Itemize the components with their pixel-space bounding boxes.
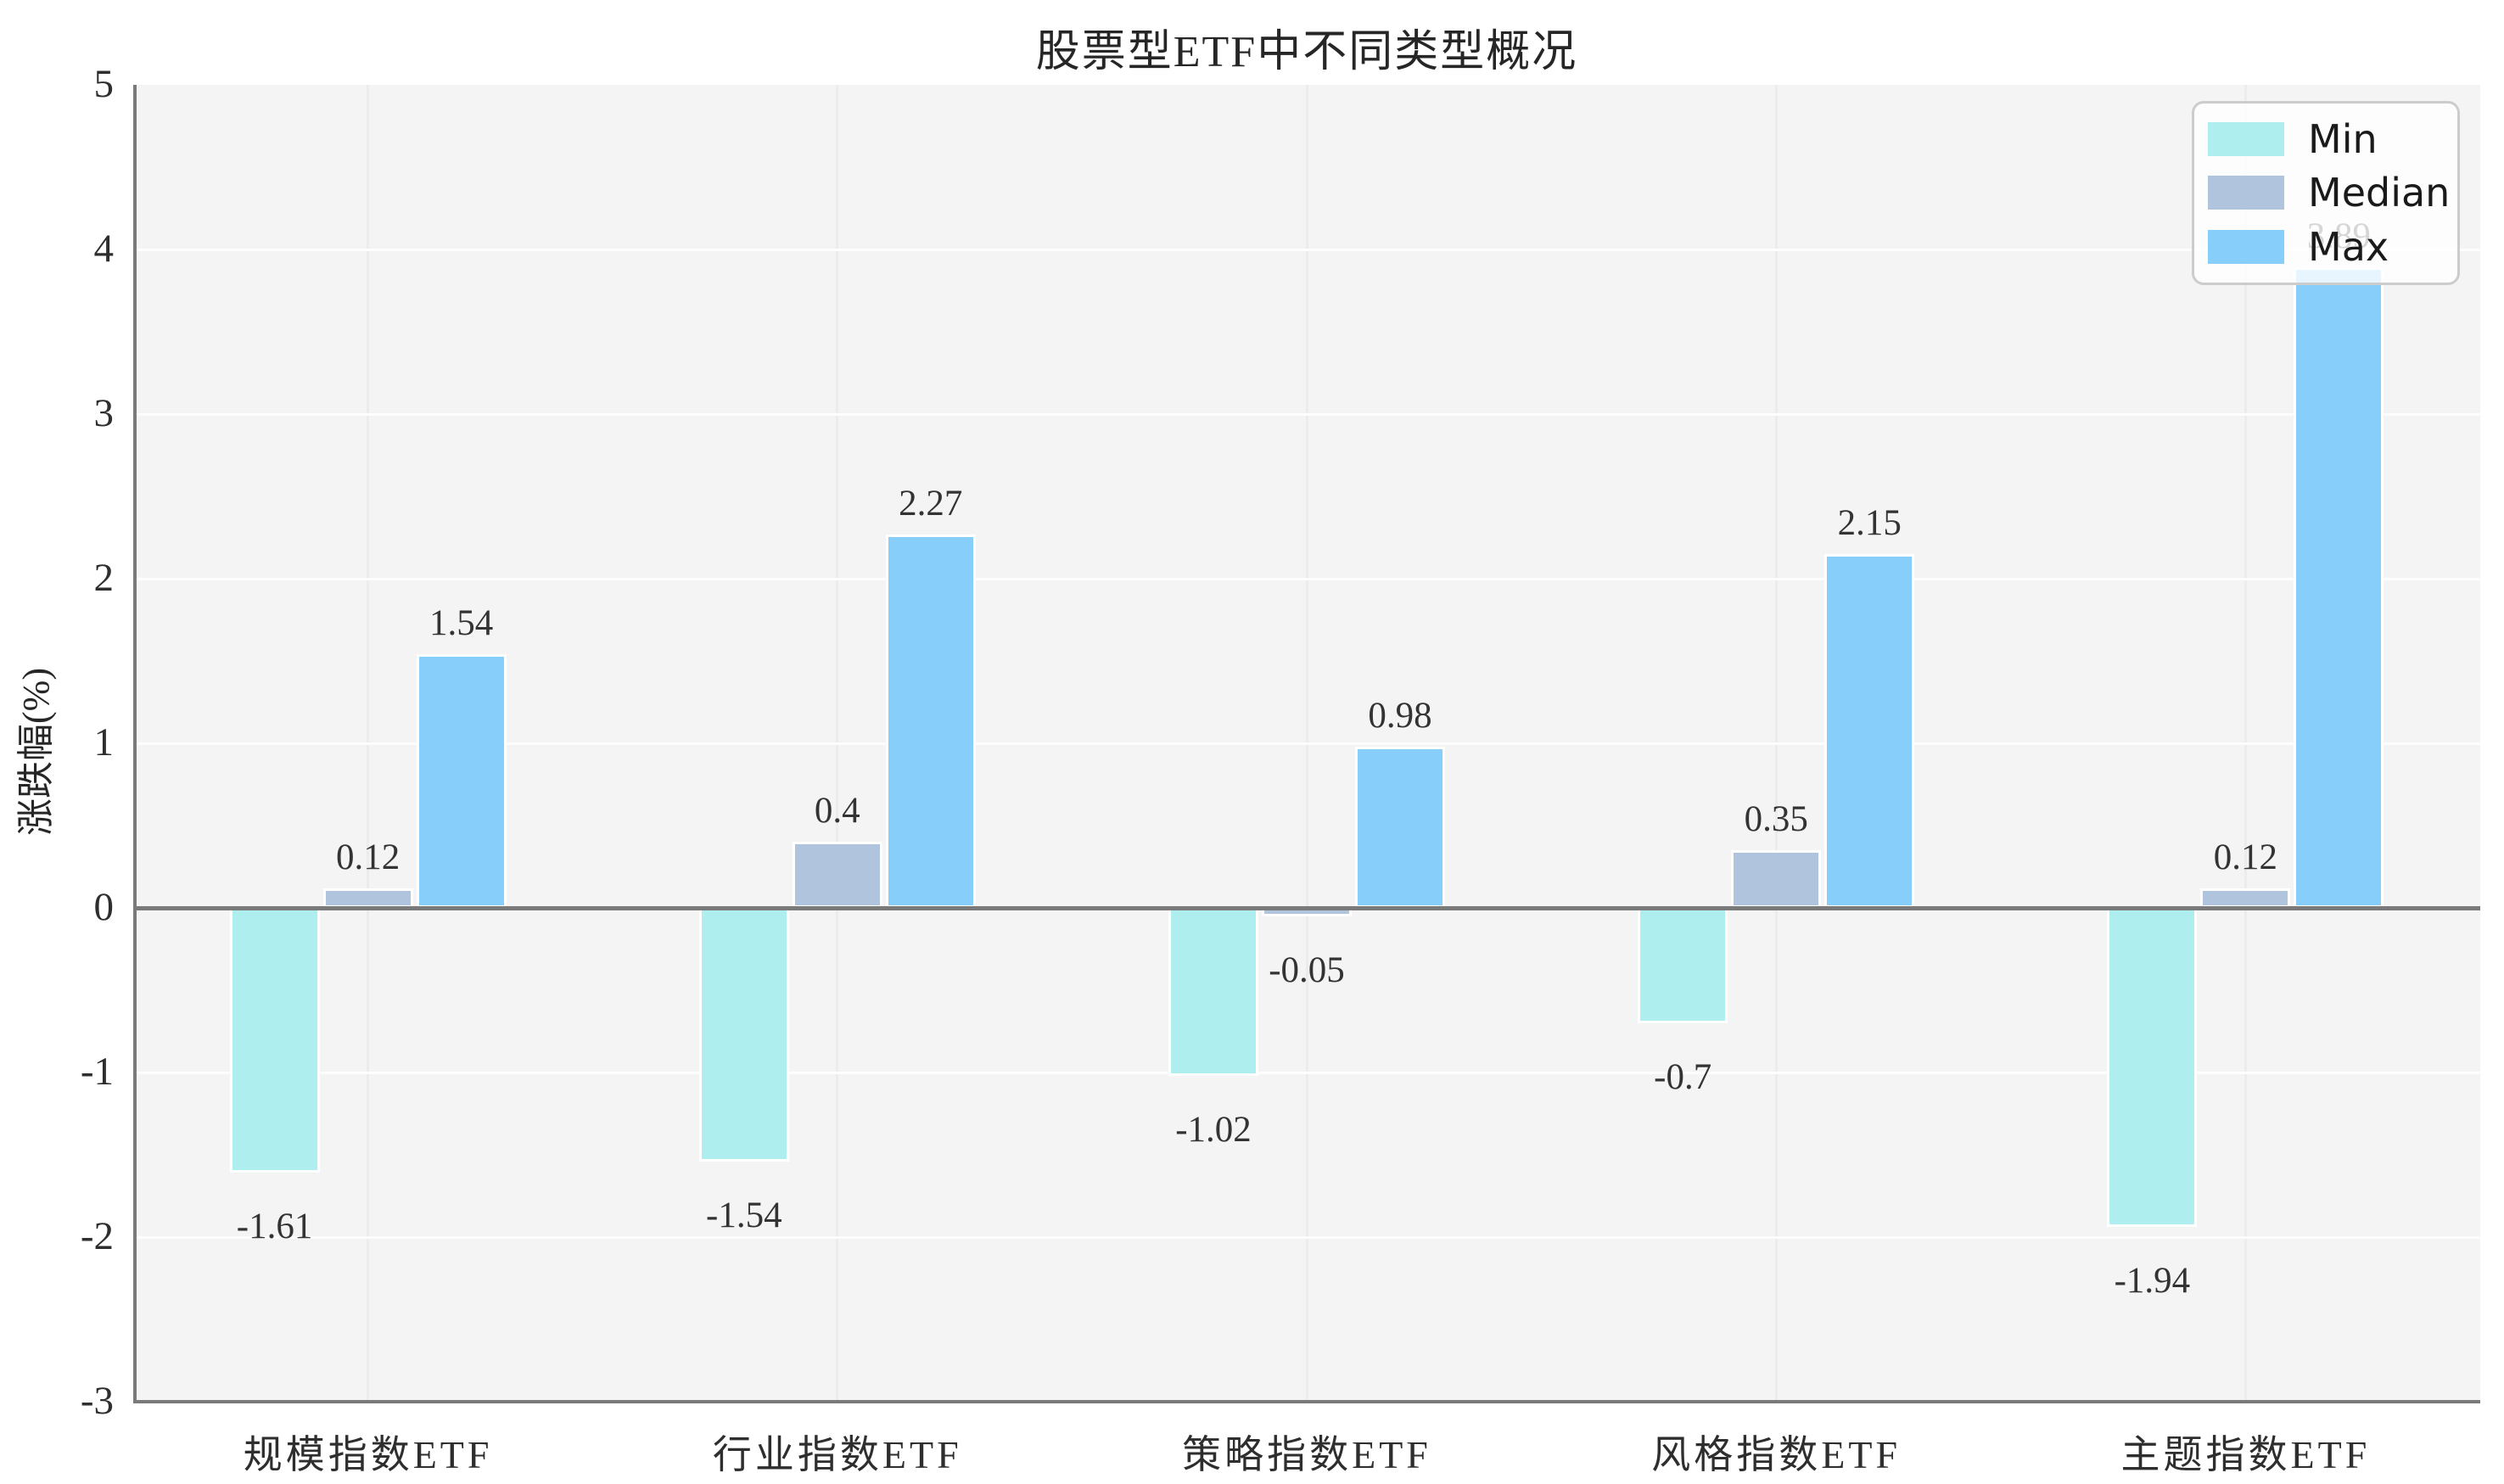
y-tick-label: 3 [93,391,115,435]
bar-value-label: -1.54 [706,1195,782,1235]
bar-min-3 [1638,908,1728,1023]
bar-max-0 [416,654,507,908]
y-tick-label: -2 [80,1214,114,1258]
bar-value-label: 1.54 [429,603,494,644]
bar-median-3 [1731,850,1822,908]
bar-max-2 [1355,746,1445,908]
bar-max-3 [1824,553,1915,908]
bar-min-2 [1168,908,1258,1076]
y-tick-label: 2 [93,556,115,600]
legend-label-median: Median [2308,170,2451,216]
y-tick-label: 5 [93,62,115,106]
legend-item-max: Max [2194,227,2457,266]
x-tick-label: 策略指数ETF [1182,1433,1431,1476]
bar-max-1 [885,534,976,908]
bar-median-1 [792,842,882,908]
gridline-horizontal [133,1235,2480,1239]
bar-value-label: 2.15 [1837,502,1902,543]
y-tick-label: -3 [80,1379,114,1423]
gridline-horizontal [133,1071,2480,1074]
bar-median-0 [322,888,413,908]
bar-value-label: 0.4 [814,791,860,832]
bar-min-4 [2107,908,2198,1228]
bar-value-label: 0.12 [335,837,401,877]
y-tick-label: -1 [80,1050,114,1094]
legend-item-median: Median [2194,173,2457,212]
bar-value-label: -1.94 [2114,1261,2191,1302]
bar-value-label: -0.05 [1269,949,1345,990]
bar-min-0 [229,908,320,1173]
bar-value-label: 2.27 [899,483,963,524]
legend-label-max: Max [2308,224,2389,271]
legend-swatch-max-icon [2208,230,2284,265]
gridline-horizontal [133,742,2480,745]
y-tick-label: 1 [93,720,115,764]
bar-value-label: -1.61 [236,1207,313,1247]
gridline-horizontal [133,248,2480,251]
x-tick-label: 规模指数ETF [243,1433,493,1476]
legend-item-min: Min [2194,120,2457,159]
x-tick-label: 行业指数ETF [712,1433,962,1476]
y-tick-label: 0 [93,885,115,929]
zero-line [133,906,2480,910]
bar-value-label: 0.35 [1744,799,1808,840]
chart-title: 股票型ETF中不同类型概况 [1035,28,1578,76]
x-tick-label: 风格指数ETF [1651,1433,1902,1476]
bar-value-label: 0.98 [1368,695,1432,736]
legend-swatch-min-icon [2208,121,2284,156]
bar-max-4 [2294,267,2384,908]
legend-label-min: Min [2308,115,2378,162]
y-tick-label: 4 [93,227,115,271]
bar-value-label: -1.02 [1175,1109,1252,1150]
bottom-spine [133,1400,2480,1403]
left-spine [133,85,137,1402]
legend: Min Median Max [2192,101,2460,285]
gridline-horizontal [133,577,2480,580]
bar-value-label: 0.12 [2213,837,2278,877]
legend-swatch-median-icon [2208,176,2284,210]
x-tick-label: 主题指数ETF [2120,1433,2371,1476]
bar-median-4 [2200,888,2291,908]
bar-min-1 [698,908,789,1162]
gridline-horizontal [133,412,2480,416]
bar-value-label: -0.7 [1654,1056,1712,1097]
